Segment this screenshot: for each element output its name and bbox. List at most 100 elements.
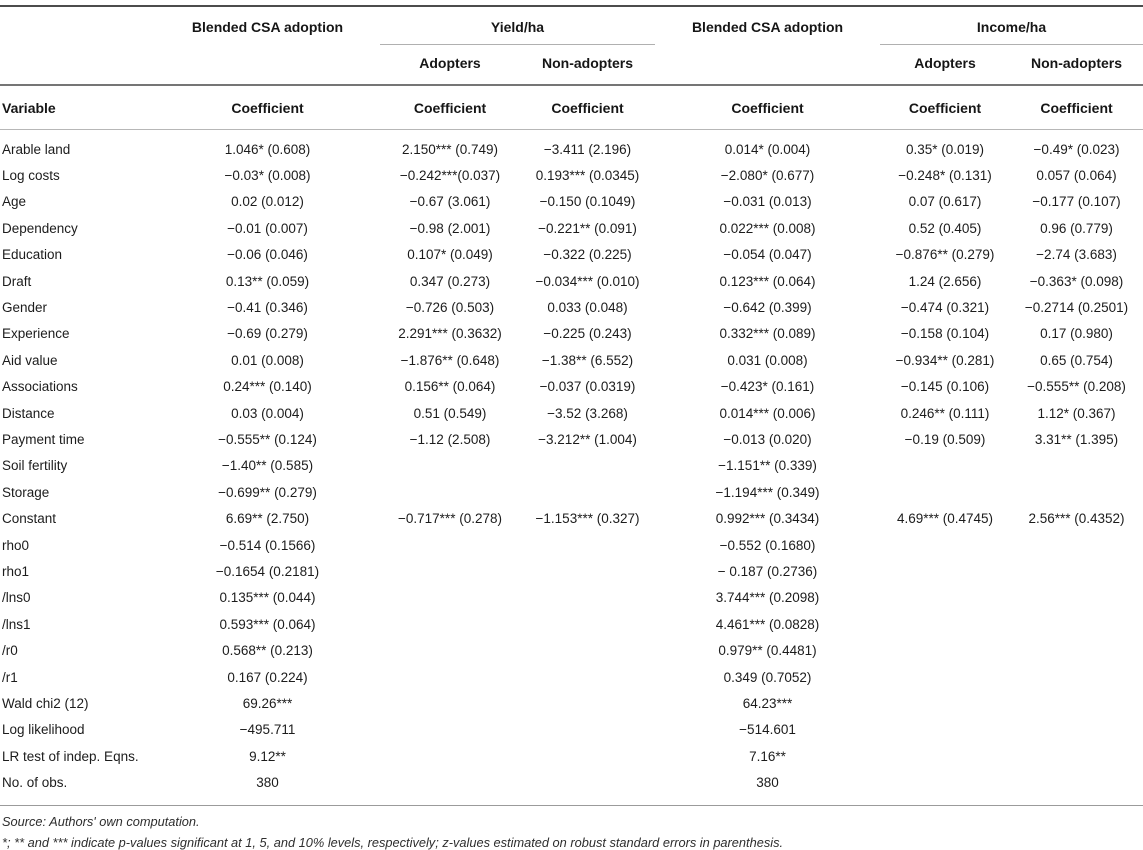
cell-yield-non-adopters: −0.150 (0.1049) [539, 194, 636, 210]
cell-yield-adopters [380, 532, 520, 558]
row-variable-label: Dependency [2, 220, 78, 236]
empty-cell [0, 44, 155, 86]
cell-blended-csa-1: −0.03* (0.008) [224, 168, 311, 184]
cell-blended-csa-2: −0.031 (0.013) [723, 194, 812, 210]
cell-yield-non-adopters [520, 532, 655, 558]
cell-yield-adopters: −0.717*** (0.278) [398, 511, 502, 527]
cell-blended-csa-1: 69.26*** [242, 695, 293, 711]
subheader-yield-adopters: Adopters [380, 44, 520, 86]
row-variable-label: Draft [2, 273, 32, 289]
cell-blended-csa-1: 380 [256, 775, 279, 791]
cell-blended-csa-2: −0.552 (0.1680) [719, 537, 816, 553]
cell-yield-non-adopters [520, 717, 655, 743]
cell-income-non-adopters: −0.177 (0.107) [1032, 194, 1121, 210]
empty-corner-cell [0, 6, 155, 45]
table-row: Arable land 1.046* (0.608) 2.150*** (0.7… [0, 130, 1143, 163]
table-row: Associations 0.24*** (0.140) 0.156** (0.… [0, 374, 1143, 400]
cell-income-adopters: −0.19 (0.509) [904, 431, 986, 447]
cell-income-adopters: 0.35* (0.019) [905, 141, 985, 157]
cell-yield-adopters [380, 743, 520, 769]
cell-blended-csa-1: 0.13** (0.059) [225, 273, 310, 289]
cell-yield-non-adopters [520, 453, 655, 479]
table-row: /r1 0.167 (0.224) 0.349 (0.7052) [0, 664, 1143, 690]
cell-income-non-adopters [1010, 637, 1143, 663]
cell-income-adopters: 4.69*** (0.4745) [896, 511, 994, 527]
results-table: Blended CSA adoption Yield/ha Blended CS… [0, 5, 1143, 796]
subgroup-row: Adopters Non-adopters Adopters Non-adopt… [0, 44, 1143, 86]
cell-blended-csa-2: 0.014*** (0.006) [719, 405, 816, 421]
cell-yield-non-adopters: 0.193*** (0.0345) [535, 168, 640, 184]
table-row: Age 0.02 (0.012) −0.67 (3.061) −0.150 (0… [0, 189, 1143, 215]
cell-yield-non-adopters: −0.034*** (0.010) [535, 273, 640, 289]
cell-yield-adopters [380, 558, 520, 584]
cell-blended-csa-2: 0.349 (0.7052) [723, 669, 812, 685]
empty-cell [655, 44, 881, 86]
cell-blended-csa-2: 7.16** [749, 748, 786, 764]
table-row: Draft 0.13** (0.059) 0.347 (0.273) −0.03… [0, 268, 1143, 294]
cell-yield-non-adopters: −3.52 (3.268) [547, 405, 628, 421]
cell-income-adopters [880, 664, 1010, 690]
cell-blended-csa-2: − 0.187 (0.2736) [717, 563, 818, 579]
subheader-income-adopters: Adopters [880, 44, 1011, 86]
cell-yield-adopters [380, 585, 520, 611]
cell-income-non-adopters [1010, 558, 1143, 584]
cell-yield-non-adopters [520, 769, 655, 795]
table-row: Log costs −0.03* (0.008) −0.242***(0.037… [0, 162, 1143, 188]
row-variable-label: Aid value [2, 352, 58, 368]
cell-blended-csa-2: −1.194*** (0.349) [715, 484, 820, 500]
cell-blended-csa-2: −1.151** (0.339) [718, 458, 817, 474]
cell-income-non-adopters [1010, 743, 1143, 769]
cell-income-non-adopters [1010, 690, 1143, 716]
table-row: Soil fertility −1.40** (0.585) −1.151** … [0, 453, 1143, 479]
cell-blended-csa-1: 0.01 (0.008) [231, 352, 304, 368]
row-variable-label: No. of obs. [2, 775, 68, 791]
cell-blended-csa-2: 0.022*** (0.008) [719, 220, 816, 236]
cell-blended-csa-2: −0.642 (0.399) [723, 300, 812, 316]
row-variable-label: Associations [2, 379, 78, 395]
row-variable-label: /r0 [2, 643, 18, 659]
col-group-blended-csa-1: Blended CSA adoption [191, 19, 344, 36]
table-row: Distance 0.03 (0.004) 0.51 (0.549) −3.52… [0, 400, 1143, 426]
cell-income-adopters [880, 453, 1010, 479]
cell-blended-csa-1: 0.02 (0.012) [231, 194, 304, 210]
cell-yield-non-adopters: −0.037 (0.0319) [539, 379, 636, 395]
row-variable-label: Log costs [2, 168, 60, 184]
table-notes: Source: Authors' own computation. *; ** … [0, 804, 1143, 850]
cell-income-adopters [880, 717, 1010, 743]
cell-yield-adopters: 0.51 (0.549) [413, 405, 487, 421]
cell-blended-csa-2: −514.601 [739, 722, 796, 738]
coefficient-header-income-non-adopters: Coefficient [1010, 85, 1143, 130]
cell-income-adopters: 0.52 (0.405) [908, 220, 982, 236]
cell-income-adopters: 0.246** (0.111) [900, 405, 990, 421]
empty-cell [155, 44, 380, 86]
cell-yield-adopters: −0.242***(0.037) [399, 168, 501, 184]
row-variable-label: Soil fertility [2, 458, 68, 474]
cell-yield-non-adopters: −0.225 (0.243) [543, 326, 632, 342]
row-variable-label: Distance [2, 405, 55, 421]
cell-yield-adopters: 0.347 (0.273) [409, 273, 491, 289]
cell-blended-csa-2: −2.080* (0.677) [720, 168, 815, 184]
cell-income-non-adopters [1010, 769, 1143, 795]
cell-income-non-adopters [1010, 532, 1143, 558]
cell-yield-adopters: 2.150*** (0.749) [401, 141, 499, 157]
cell-yield-adopters: −0.726 (0.503) [405, 300, 495, 316]
cell-income-non-adopters: 2.56*** (0.4352) [1028, 511, 1125, 527]
table-row: Dependency −0.01 (0.007) −0.98 (2.001) −… [0, 215, 1143, 241]
cell-blended-csa-1: 6.69** (2.750) [225, 511, 310, 527]
cell-income-non-adopters [1010, 611, 1143, 637]
cell-blended-csa-1: −0.514 (0.1566) [219, 537, 316, 553]
cell-blended-csa-1: −0.699** (0.279) [218, 484, 317, 500]
cell-blended-csa-2: 380 [756, 775, 779, 791]
cell-blended-csa-2: 64.23*** [742, 695, 793, 711]
cell-income-non-adopters: 1.12* (0.367) [1037, 405, 1116, 421]
cell-blended-csa-1: −0.1654 (0.2181) [215, 563, 320, 579]
cell-blended-csa-2: −0.013 (0.020) [723, 431, 812, 447]
cell-income-adopters: −0.248* (0.131) [898, 168, 992, 184]
cell-blended-csa-1: −0.69 (0.279) [227, 326, 308, 342]
cell-yield-non-adopters: −3.411 (2.196) [543, 141, 632, 157]
cell-income-adopters [880, 769, 1010, 795]
table-header: Blended CSA adoption Yield/ha Blended CS… [0, 6, 1143, 130]
cell-income-adopters [880, 532, 1010, 558]
table-row: Log likelihood −495.711 −514.601 [0, 717, 1143, 743]
cell-income-adopters [880, 690, 1010, 716]
